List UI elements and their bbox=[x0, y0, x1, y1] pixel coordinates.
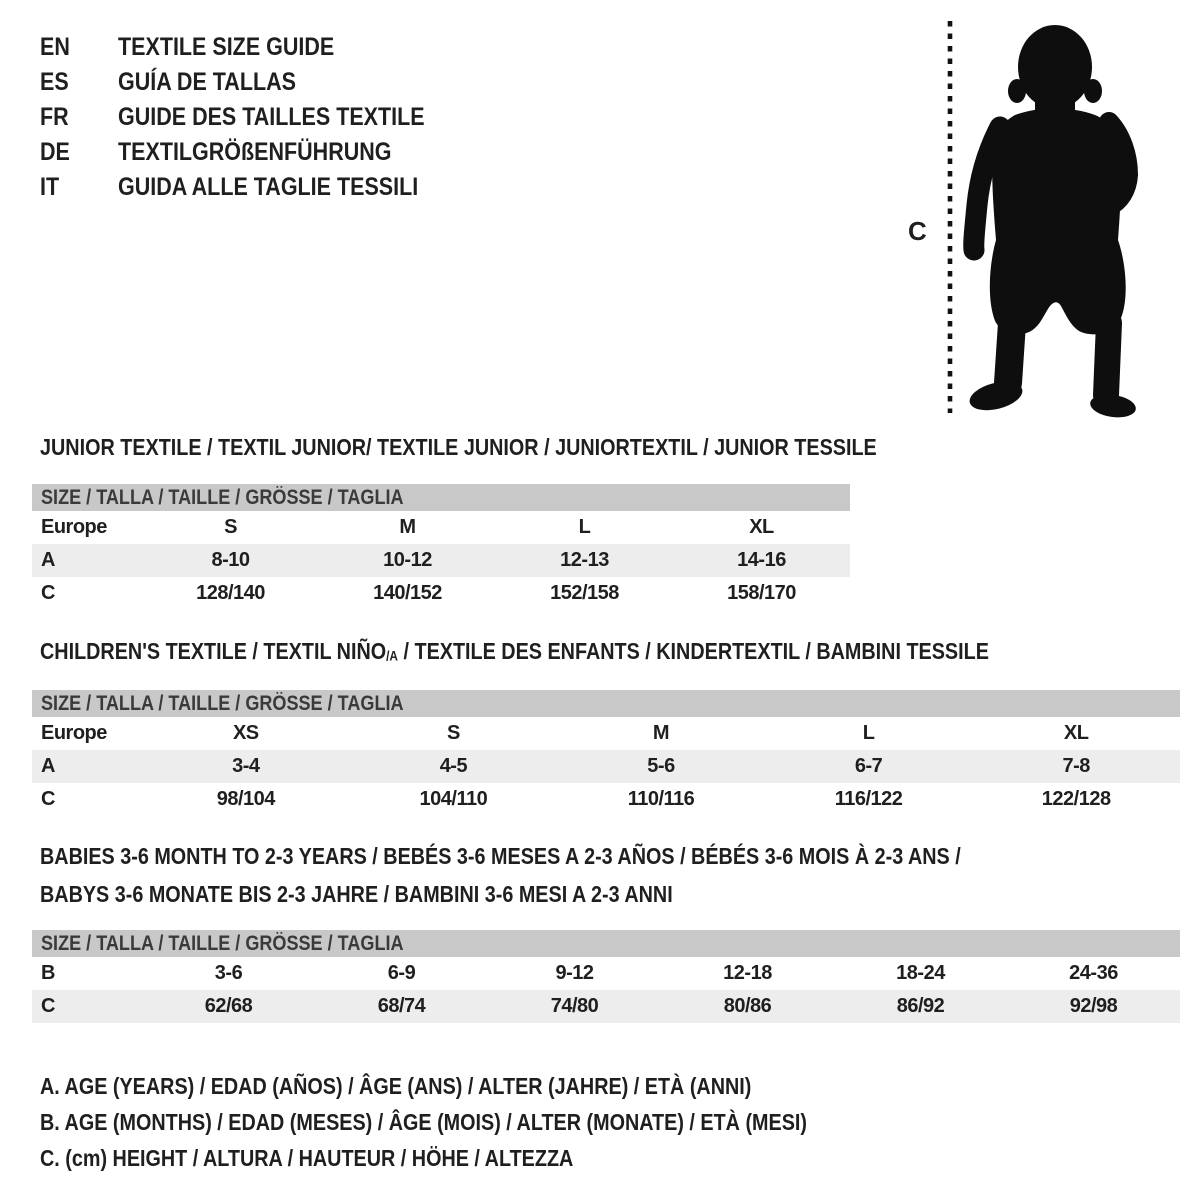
toddler-silhouette-icon bbox=[947, 21, 1139, 418]
table-row: C 62/68 68/74 74/80 80/86 86/92 92/98 bbox=[32, 990, 1180, 1023]
row-label: A bbox=[41, 755, 55, 777]
gender-suffix: /A bbox=[386, 648, 399, 664]
table-cell: 92/98 bbox=[1069, 995, 1118, 1017]
table-cell: 62/68 bbox=[204, 995, 253, 1017]
size-header-bar: SIZE / TALLA / TAILLE / GRÖSSE / TAGLIA bbox=[32, 930, 1180, 957]
measure-legend: A. AGE (YEARS) / EDAD (AÑOS) / ÂGE (ANS)… bbox=[40, 1068, 932, 1176]
guide-title: GUIDE DES TAILLES TEXTILE bbox=[118, 103, 425, 131]
table-cell: 24-36 bbox=[1069, 962, 1118, 984]
section-heading-children: CHILDREN'S TEXTILE / TEXTIL NIÑO/A / TEX… bbox=[40, 638, 1143, 670]
table-cell: 74/80 bbox=[550, 995, 599, 1017]
height-measure-label: C bbox=[908, 216, 927, 246]
list-item: DE TEXTILGRÖßENFÜHRUNG bbox=[40, 135, 475, 170]
guide-title: GUÍA DE TALLAS bbox=[118, 68, 296, 96]
list-item: IT GUIDA ALLE TAGLIE TESSILI bbox=[40, 170, 475, 205]
table-row: B 3-6 6-9 9-12 12-18 18-24 24-36 bbox=[32, 957, 1180, 990]
table-row: A 8-10 10-12 12-13 14-16 bbox=[32, 544, 850, 577]
legend-text: C. (cm) HEIGHT / ALTURA / HAUTEUR / HÖHE… bbox=[40, 1145, 574, 1171]
table-cell: 104/110 bbox=[419, 788, 488, 810]
table-cell: 110/116 bbox=[627, 788, 695, 810]
table-cell: 128/140 bbox=[196, 582, 265, 604]
size-header-bar: SIZE / TALLA / TAILLE / GRÖSSE / TAGLIA bbox=[32, 690, 1180, 717]
table-cell: 14-16 bbox=[737, 549, 786, 571]
table-row: C 98/104 104/110 110/116 116/122 122/128 bbox=[32, 783, 1180, 816]
row-label: A bbox=[41, 549, 55, 571]
size-header-text: SIZE / TALLA / TAILLE / GRÖSSE / TAGLIA bbox=[41, 692, 404, 715]
table-cell: 10-12 bbox=[383, 549, 432, 571]
table-cell: 80/86 bbox=[723, 995, 772, 1017]
row-label: C bbox=[41, 788, 55, 810]
section-heading-text: BABIES 3-6 MONTH TO 2-3 YEARS / BEBÉS 3-… bbox=[40, 843, 961, 869]
guide-title: GUIDA ALLE TAGLIE TESSILI bbox=[118, 173, 419, 201]
legend-text: A. AGE (YEARS) / EDAD (AÑOS) / ÂGE (ANS)… bbox=[40, 1073, 752, 1099]
table-cell: 12-13 bbox=[560, 549, 609, 571]
section-heading-babies-line2: BABYS 3-6 MONATE BIS 2-3 JAHRE / BAMBINI… bbox=[40, 881, 776, 907]
toddler-silhouette bbox=[963, 25, 1139, 418]
legend-line-a: A. AGE (YEARS) / EDAD (AÑOS) / ÂGE (ANS)… bbox=[40, 1068, 932, 1104]
table-cell: S bbox=[224, 516, 237, 538]
table-cell: 158/170 bbox=[727, 582, 796, 604]
table-cell: 5-6 bbox=[647, 755, 675, 777]
language-code: ES bbox=[40, 68, 69, 96]
table-cell: 140/152 bbox=[373, 582, 442, 604]
guide-title: TEXTILE SIZE GUIDE bbox=[118, 33, 335, 61]
row-label: B bbox=[41, 962, 55, 984]
language-code: EN bbox=[40, 33, 70, 61]
table-cell: 9-12 bbox=[555, 962, 594, 984]
list-item: ES GUÍA DE TALLAS bbox=[40, 65, 475, 100]
row-label: Europe bbox=[41, 516, 107, 538]
list-item: EN TEXTILE SIZE GUIDE bbox=[40, 30, 475, 65]
babies-size-table: SIZE / TALLA / TAILLE / GRÖSSE / TAGLIA … bbox=[32, 930, 1180, 1023]
list-item: FR GUIDE DES TAILLES TEXTILE bbox=[40, 100, 475, 135]
table-cell: 12-18 bbox=[723, 962, 772, 984]
table-row: A 3-4 4-5 5-6 6-7 7-8 bbox=[32, 750, 1180, 783]
junior-size-table: SIZE / TALLA / TAILLE / GRÖSSE / TAGLIA … bbox=[32, 484, 850, 610]
section-heading-babies-line1: BABIES 3-6 MONTH TO 2-3 YEARS / BEBÉS 3-… bbox=[40, 843, 1111, 869]
table-cell: 18-24 bbox=[896, 962, 945, 984]
children-size-table: SIZE / TALLA / TAILLE / GRÖSSE / TAGLIA … bbox=[32, 690, 1180, 816]
table-cell: S bbox=[446, 722, 460, 744]
row-label: C bbox=[41, 582, 55, 604]
section-heading-text: BABYS 3-6 MONATE BIS 2-3 JAHRE / BAMBINI… bbox=[40, 881, 673, 907]
table-cell: XS bbox=[232, 722, 259, 744]
language-guide-list: EN TEXTILE SIZE GUIDE ES GUÍA DE TALLAS … bbox=[40, 30, 475, 205]
size-header-text: SIZE / TALLA / TAILLE / GRÖSSE / TAGLIA bbox=[41, 486, 404, 509]
table-cell: L bbox=[578, 516, 591, 538]
table-row: C 128/140 140/152 152/158 158/170 bbox=[32, 577, 850, 610]
language-code: IT bbox=[40, 173, 60, 201]
section-heading-text: CHILDREN'S TEXTILE / TEXTIL NIÑO/A / TEX… bbox=[40, 638, 989, 664]
row-label: Europe bbox=[41, 722, 107, 744]
table-cell: 122/128 bbox=[1041, 788, 1111, 810]
table-cell: 86/92 bbox=[896, 995, 945, 1017]
table-cell: XL bbox=[749, 516, 774, 538]
table-row: Europe XS S M L XL bbox=[32, 717, 1180, 750]
language-code: FR bbox=[40, 103, 69, 131]
table-row: Europe S M L XL bbox=[32, 511, 850, 544]
legend-line-c: C. (cm) HEIGHT / ALTURA / HAUTEUR / HÖHE… bbox=[40, 1140, 932, 1176]
table-cell: 152/158 bbox=[550, 582, 619, 604]
table-cell: M bbox=[399, 516, 416, 538]
table-cell: 116/122 bbox=[834, 788, 903, 810]
table-cell: 3-4 bbox=[232, 755, 260, 777]
table-cell: 98/104 bbox=[216, 788, 276, 810]
table-cell: 8-10 bbox=[211, 549, 250, 571]
table-cell: XL bbox=[1063, 722, 1089, 744]
table-cell: M bbox=[652, 722, 670, 744]
table-cell: 7-8 bbox=[1062, 755, 1090, 777]
table-cell: 6-7 bbox=[854, 755, 883, 777]
size-header-bar: SIZE / TALLA / TAILLE / GRÖSSE / TAGLIA bbox=[32, 484, 850, 511]
language-code: DE bbox=[40, 138, 70, 166]
section-heading-junior: JUNIOR TEXTILE / TEXTIL JUNIOR/ TEXTILE … bbox=[40, 434, 1013, 460]
table-cell: 6-9 bbox=[387, 962, 416, 984]
section-heading-text: JUNIOR TEXTILE / TEXTIL JUNIOR/ TEXTILE … bbox=[40, 434, 877, 460]
legend-text: B. AGE (MONTHS) / EDAD (MESES) / ÂGE (MO… bbox=[40, 1109, 807, 1135]
table-cell: 68/74 bbox=[377, 995, 426, 1017]
table-cell: L bbox=[862, 722, 875, 744]
legend-line-b: B. AGE (MONTHS) / EDAD (MESES) / ÂGE (MO… bbox=[40, 1104, 932, 1140]
table-cell: 4-5 bbox=[439, 755, 468, 777]
table-cell: 3-6 bbox=[214, 962, 243, 984]
guide-title: TEXTILGRÖßENFÜHRUNG bbox=[118, 138, 392, 166]
size-header-text: SIZE / TALLA / TAILLE / GRÖSSE / TAGLIA bbox=[41, 932, 404, 955]
row-label: C bbox=[41, 995, 55, 1017]
